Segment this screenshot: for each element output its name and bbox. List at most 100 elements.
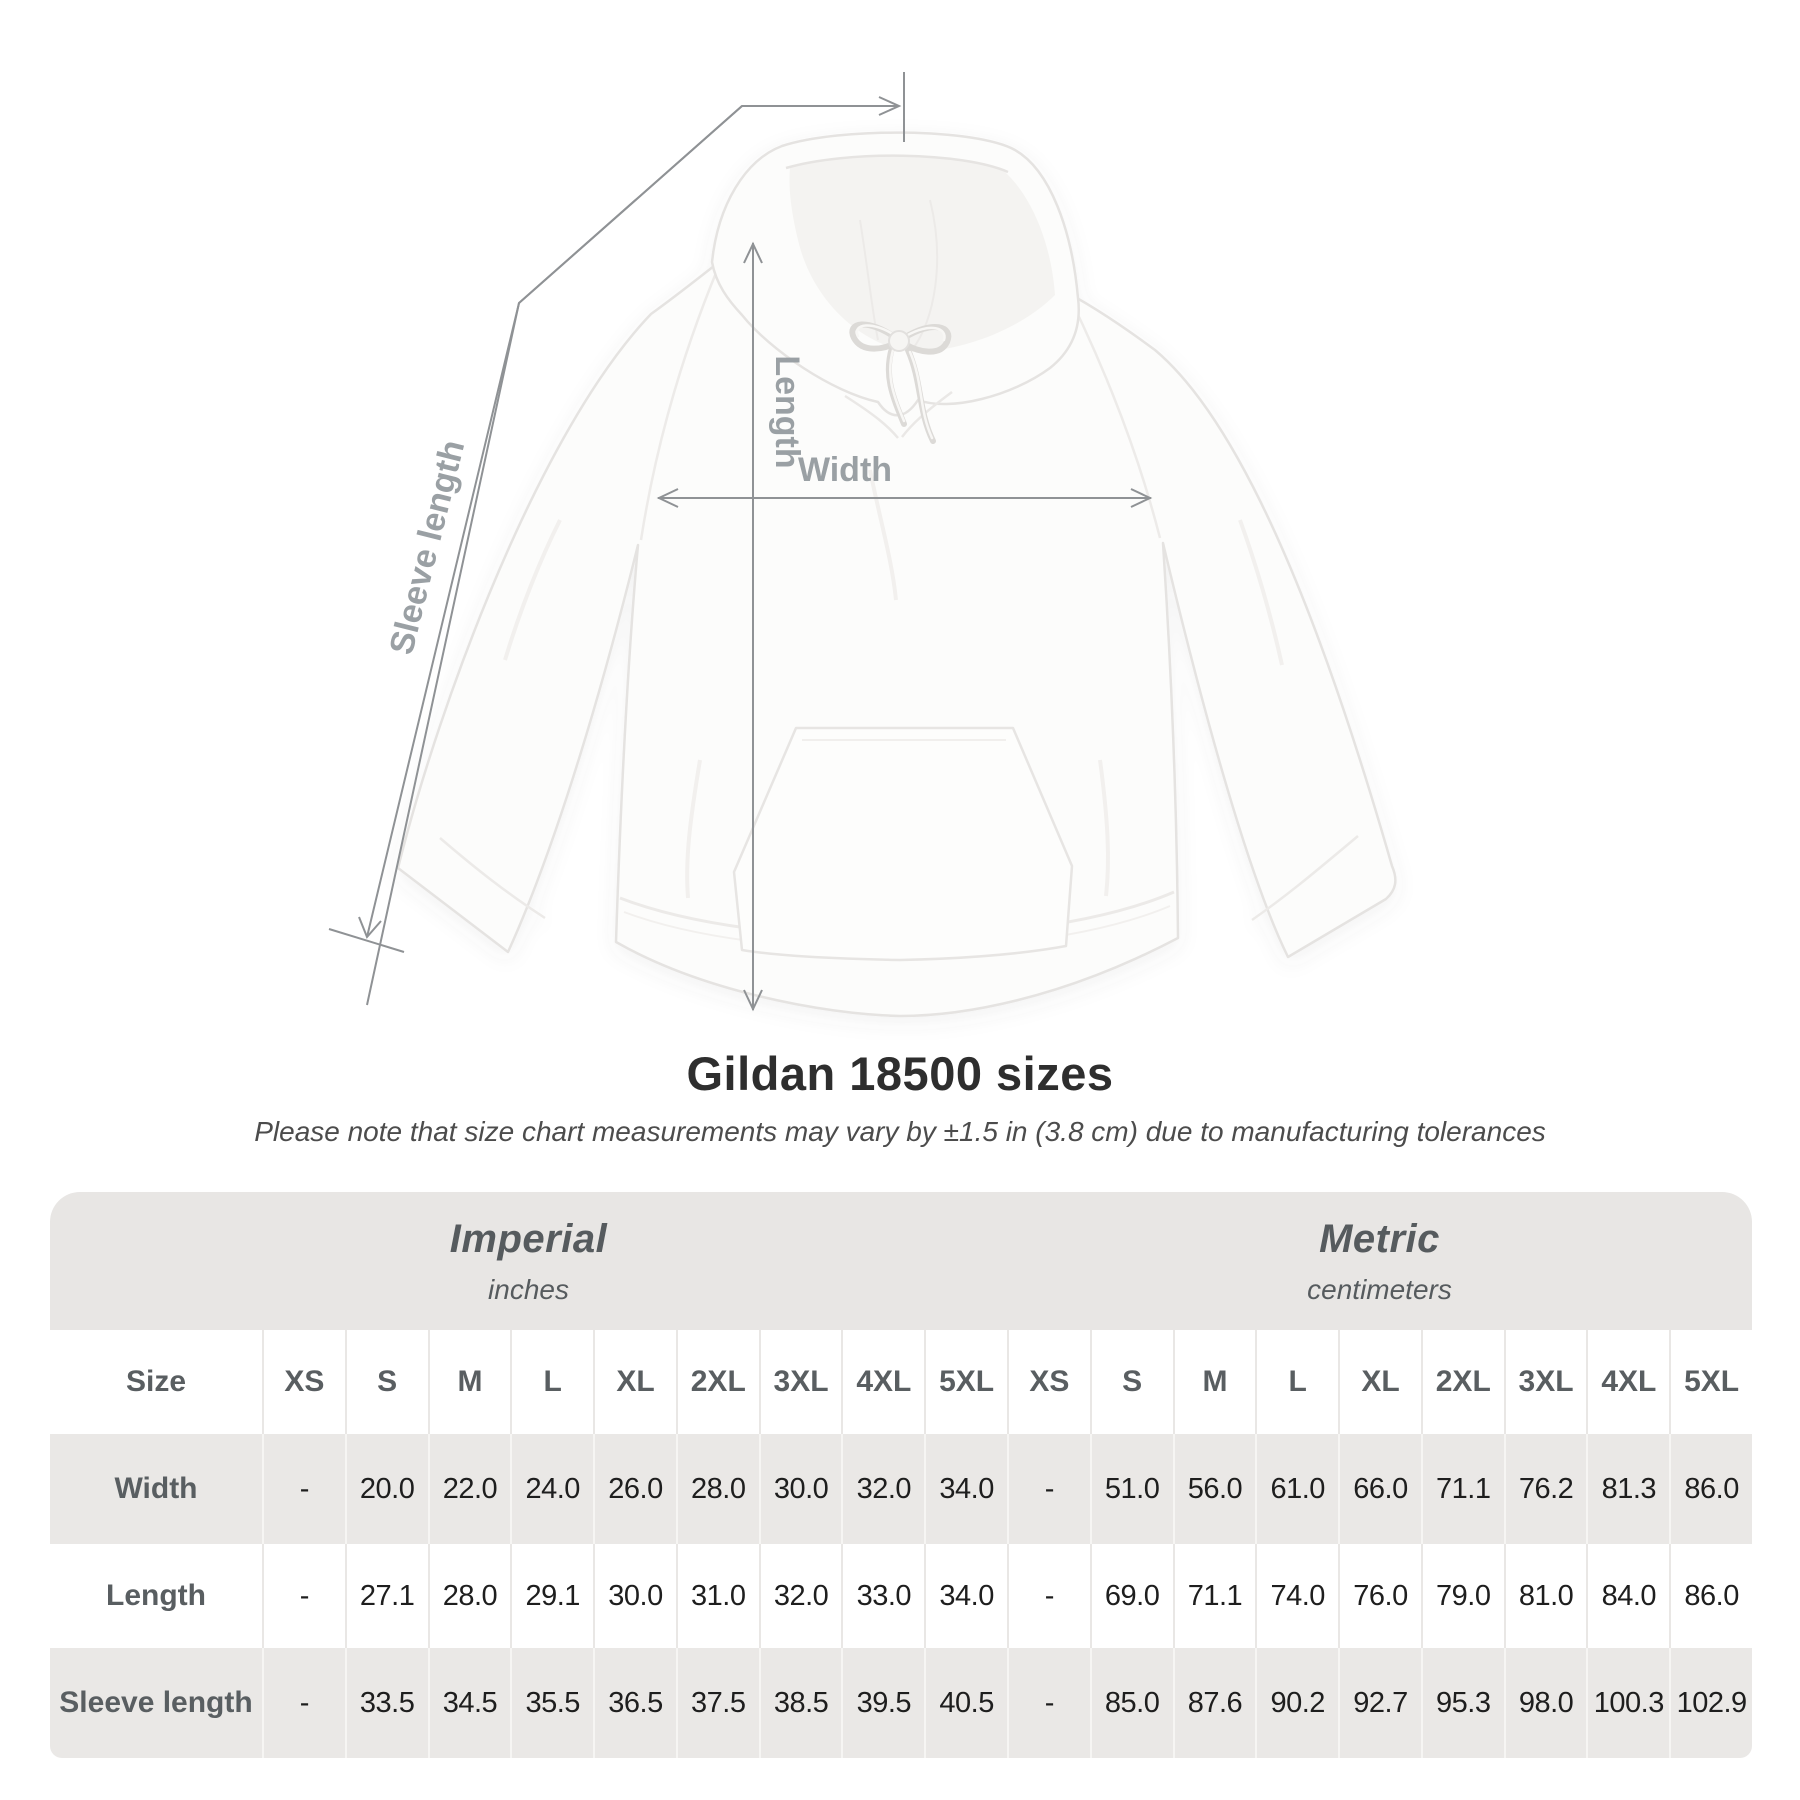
value-cell: - — [262, 1544, 345, 1648]
value-cell: 86.0 — [1669, 1434, 1752, 1544]
value-cell: 34.0 — [924, 1544, 1007, 1648]
value-cell: 33.0 — [841, 1544, 925, 1648]
value-cell: 32.0 — [758, 1544, 842, 1648]
size-header-imperial: L — [510, 1330, 594, 1434]
product-measurement-figure: Sleeve length Length Width — [328, 72, 1397, 1018]
metric-group-unit: centimeters — [1307, 1273, 1452, 1305]
value-cell: 98.0 — [1503, 1648, 1587, 1758]
size-header-imperial: XS — [262, 1330, 345, 1434]
value-cell: 102.9 — [1669, 1648, 1752, 1758]
value-cell: 85.0 — [1089, 1648, 1173, 1758]
size-header-imperial: 4XL — [841, 1330, 925, 1434]
value-cell: - — [262, 1648, 345, 1758]
size-header-metric: M — [1172, 1330, 1256, 1434]
size-header-imperial: 5XL — [924, 1330, 1007, 1434]
hoodie-illustration — [396, 131, 1397, 1018]
imperial-group-name: Imperial — [449, 1216, 608, 1261]
kangaroo-pocket — [732, 726, 1074, 962]
value-cell: - — [1007, 1434, 1090, 1544]
value-cell: 71.1 — [1172, 1544, 1256, 1648]
value-cell: 56.0 — [1172, 1434, 1256, 1544]
dimension-lines — [328, 72, 1153, 1012]
size-column-header: Size — [50, 1330, 262, 1434]
size-header-metric: 5XL — [1669, 1330, 1752, 1434]
value-cell: 28.0 — [675, 1434, 759, 1544]
sleeve-length-label: Sleeve length — [382, 436, 472, 658]
size-header-imperial: 3XL — [758, 1330, 842, 1434]
value-cell: 74.0 — [1255, 1544, 1339, 1648]
cuff-seam-left — [439, 837, 546, 920]
width-label: Width — [798, 451, 892, 489]
row-label: Length — [50, 1544, 262, 1648]
size-header-imperial: M — [427, 1330, 511, 1434]
value-cell: 40.5 — [924, 1648, 1007, 1758]
size-header-metric: 4XL — [1586, 1330, 1670, 1434]
fabric-folds — [503, 469, 1284, 899]
hoodie-diagram: Sleeve length Length Width — [328, 72, 1397, 1018]
value-cell: 86.0 — [1669, 1544, 1752, 1648]
size-header-metric: S — [1089, 1330, 1173, 1434]
value-cell: 71.1 — [1420, 1434, 1504, 1544]
value-cell: 87.6 — [1172, 1648, 1256, 1758]
value-cell: 31.0 — [675, 1544, 759, 1648]
collar-v-stitch — [844, 390, 953, 439]
width-arrowhead-right — [1130, 488, 1153, 508]
tolerance-note: Please note that size chart measurements… — [254, 1116, 1546, 1147]
size-header-imperial: 2XL — [675, 1330, 759, 1434]
size-header-imperial: S — [344, 1330, 428, 1434]
value-cell: - — [262, 1434, 345, 1544]
drawstring-highlights — [855, 324, 946, 440]
value-cell: 66.0 — [1338, 1434, 1421, 1544]
sleeve-cuff-tick — [328, 928, 405, 953]
metric-group-header: Metric centimeters — [1007, 1192, 1752, 1330]
size-table: Imperial inches Metric centimeters Size X… — [50, 1192, 1752, 1758]
size-header-metric: 2XL — [1420, 1330, 1504, 1434]
value-cell: 22.0 — [427, 1434, 511, 1544]
metric-group-name: Metric — [1319, 1216, 1440, 1261]
value-cell: 30.0 — [593, 1544, 676, 1648]
value-cell: 61.0 — [1255, 1434, 1339, 1544]
value-cell: 33.5 — [344, 1648, 428, 1758]
value-cell: 20.0 — [344, 1434, 428, 1544]
value-cell: 24.0 — [510, 1434, 594, 1544]
value-cell: 51.0 — [1089, 1434, 1173, 1544]
value-cell: 30.0 — [758, 1434, 842, 1544]
value-cell: 29.1 — [510, 1544, 594, 1648]
hood-rim-stitch — [785, 154, 1009, 174]
value-cell: 35.5 — [510, 1648, 594, 1758]
value-cell: 76.0 — [1338, 1544, 1421, 1648]
length-arrowhead-bottom — [743, 989, 763, 1012]
value-cell: 39.5 — [841, 1648, 925, 1758]
value-cell: - — [1007, 1648, 1090, 1758]
size-header-metric: XS — [1007, 1330, 1090, 1434]
value-cell: 81.0 — [1503, 1544, 1587, 1648]
size-header-imperial: XL — [593, 1330, 676, 1434]
sleeve-arrowhead-bottom — [358, 916, 382, 939]
raglan-seam-left — [639, 267, 720, 541]
width-arrowhead-left — [656, 488, 679, 508]
row-label: Sleeve length — [50, 1648, 262, 1758]
sleeve-arrowhead-top — [878, 96, 902, 116]
size-header-metric: 3XL — [1503, 1330, 1587, 1434]
value-cell: 92.7 — [1338, 1648, 1421, 1758]
value-cell: 34.5 — [427, 1648, 511, 1758]
hood-interior — [789, 155, 1055, 352]
value-cell: - — [1007, 1544, 1090, 1648]
value-cell: 90.2 — [1255, 1648, 1339, 1758]
cuff-seam-right — [1251, 835, 1359, 922]
value-cell: 95.3 — [1420, 1648, 1504, 1758]
page-title: Gildan 18500 sizes — [686, 1047, 1114, 1100]
raglan-seam-right — [1068, 297, 1162, 539]
sleeve-dimension-diagonal — [366, 105, 743, 938]
value-cell: 76.2 — [1503, 1434, 1587, 1544]
hood-fold-1 — [911, 199, 939, 351]
value-cell: 34.0 — [924, 1434, 1007, 1544]
value-cell: 79.0 — [1420, 1544, 1504, 1648]
value-cell: 37.5 — [675, 1648, 759, 1758]
value-cell: 38.5 — [758, 1648, 842, 1758]
value-cell: 27.1 — [344, 1544, 428, 1648]
length-arrowhead-top — [743, 241, 763, 264]
value-cell: 84.0 — [1586, 1544, 1670, 1648]
value-cell: 69.0 — [1089, 1544, 1173, 1648]
row-label: Width — [50, 1434, 262, 1544]
